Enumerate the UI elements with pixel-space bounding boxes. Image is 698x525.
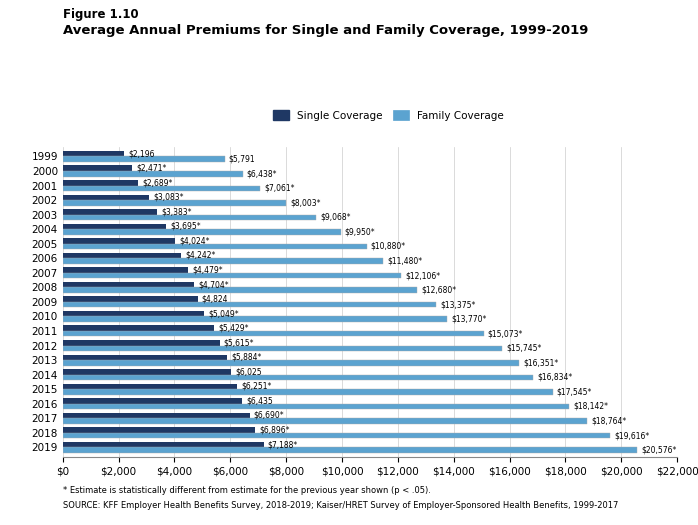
Bar: [63, 151, 124, 156]
Text: $4,704*: $4,704*: [198, 280, 229, 289]
Bar: [63, 374, 533, 380]
Bar: [63, 287, 417, 293]
Text: $19,616*: $19,616*: [615, 431, 650, 440]
Text: $17,545*: $17,545*: [557, 387, 592, 396]
Text: $5,049*: $5,049*: [208, 309, 239, 318]
Bar: [63, 296, 198, 302]
Text: $4,824: $4,824: [202, 295, 228, 303]
Text: $9,950*: $9,950*: [345, 227, 376, 236]
Bar: [63, 389, 553, 395]
Text: $8,003*: $8,003*: [290, 198, 321, 207]
Text: $4,242*: $4,242*: [186, 251, 216, 260]
Bar: [63, 209, 157, 215]
Bar: [63, 156, 225, 162]
Bar: [63, 360, 519, 365]
Text: Average Annual Premiums for Single and Family Coverage, 1999-2019: Average Annual Premiums for Single and F…: [63, 24, 588, 37]
Text: $4,479*: $4,479*: [192, 266, 223, 275]
Text: $16,351*: $16,351*: [524, 358, 559, 367]
Text: $5,791: $5,791: [229, 155, 255, 164]
Text: $6,438*: $6,438*: [247, 169, 277, 179]
Bar: [63, 302, 436, 308]
Text: $20,576*: $20,576*: [641, 446, 677, 455]
Bar: [63, 345, 503, 351]
Text: $7,188*: $7,188*: [268, 440, 298, 449]
Bar: [63, 195, 149, 200]
Text: $18,142*: $18,142*: [574, 402, 609, 411]
Text: $5,615*: $5,615*: [224, 338, 254, 347]
Text: $2,196: $2,196: [128, 149, 155, 158]
Text: $13,770*: $13,770*: [452, 314, 487, 324]
Text: * Estimate is statistically different from estimate for the previous year shown : * Estimate is statistically different fr…: [63, 486, 431, 495]
Text: $6,896*: $6,896*: [260, 425, 290, 435]
Text: $7,061*: $7,061*: [264, 184, 295, 193]
Bar: [63, 331, 484, 337]
Bar: [63, 384, 237, 389]
Bar: [63, 369, 231, 374]
Bar: [63, 404, 570, 409]
Legend: Single Coverage, Family Coverage: Single Coverage, Family Coverage: [273, 110, 504, 121]
Text: $3,083*: $3,083*: [153, 193, 184, 202]
Text: $13,375*: $13,375*: [440, 300, 476, 309]
Bar: [63, 354, 227, 360]
Text: $15,745*: $15,745*: [507, 344, 542, 353]
Bar: [63, 224, 166, 229]
Bar: [63, 442, 264, 447]
Text: $6,690*: $6,690*: [254, 411, 284, 420]
Text: $11,480*: $11,480*: [387, 257, 423, 266]
Bar: [63, 171, 243, 176]
Bar: [63, 200, 286, 206]
Bar: [63, 418, 587, 424]
Text: $4,024*: $4,024*: [179, 236, 210, 246]
Text: $12,680*: $12,680*: [421, 286, 456, 295]
Text: $12,106*: $12,106*: [405, 271, 440, 280]
Text: SOURCE: KFF Employer Health Benefits Survey, 2018-2019; Kaiser/HRET Survey of Em: SOURCE: KFF Employer Health Benefits Sur…: [63, 501, 618, 510]
Bar: [63, 398, 242, 404]
Bar: [63, 413, 250, 418]
Text: $5,884*: $5,884*: [231, 353, 262, 362]
Text: $16,834*: $16,834*: [537, 373, 572, 382]
Bar: [63, 317, 447, 322]
Bar: [63, 238, 175, 244]
Bar: [63, 267, 188, 273]
Bar: [63, 427, 255, 433]
Bar: [63, 282, 194, 287]
Bar: [63, 273, 401, 278]
Bar: [63, 258, 383, 264]
Bar: [63, 165, 132, 171]
Text: $5,429*: $5,429*: [218, 324, 249, 333]
Bar: [63, 244, 366, 249]
Bar: [63, 253, 181, 258]
Text: Figure 1.10: Figure 1.10: [63, 8, 138, 21]
Bar: [63, 326, 214, 331]
Bar: [63, 215, 316, 220]
Text: $10,880*: $10,880*: [371, 242, 406, 251]
Bar: [63, 180, 138, 185]
Bar: [63, 447, 637, 453]
Text: $6,025: $6,025: [235, 368, 262, 376]
Text: $6,251*: $6,251*: [242, 382, 272, 391]
Text: $3,383*: $3,383*: [161, 207, 192, 216]
Bar: [63, 433, 611, 438]
Bar: [63, 185, 260, 191]
Bar: [63, 311, 204, 317]
Text: $15,073*: $15,073*: [488, 329, 524, 338]
Bar: [63, 340, 220, 345]
Bar: [63, 229, 341, 235]
Text: $2,471*: $2,471*: [136, 164, 166, 173]
Text: $2,689*: $2,689*: [142, 178, 172, 187]
Text: $3,695*: $3,695*: [170, 222, 201, 231]
Text: $18,764*: $18,764*: [591, 416, 626, 425]
Text: $6,435: $6,435: [246, 396, 274, 405]
Text: $9,068*: $9,068*: [320, 213, 350, 222]
